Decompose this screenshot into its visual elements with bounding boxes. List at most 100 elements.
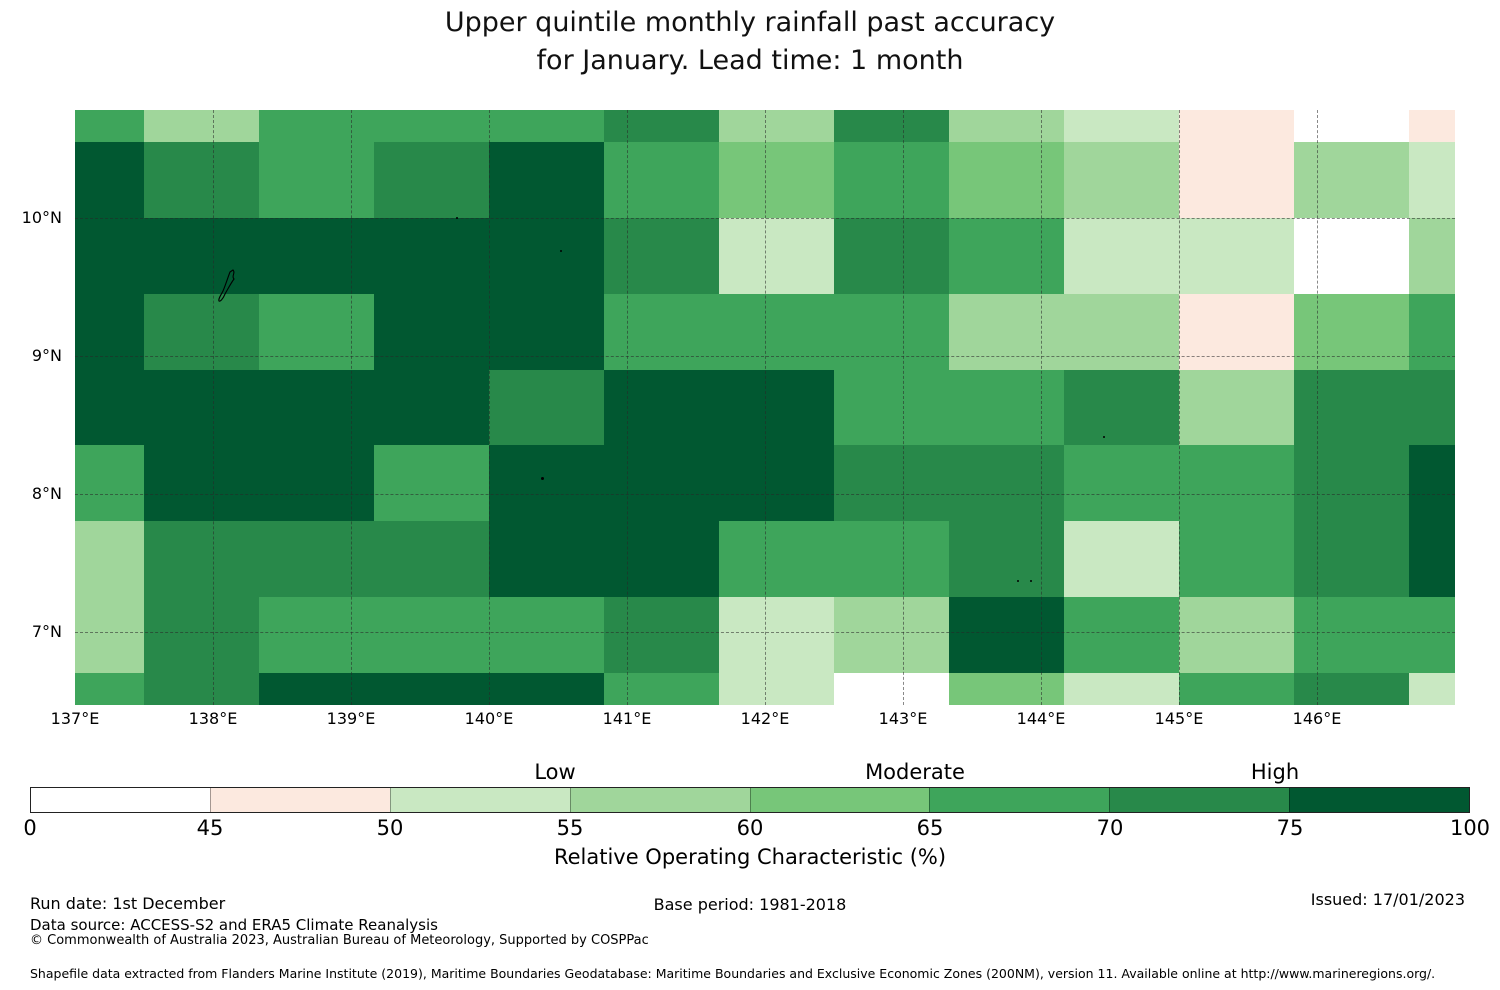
heatmap-cell bbox=[719, 369, 835, 446]
x-tick-label: 144°E bbox=[1016, 709, 1066, 728]
heatmap-cell bbox=[1409, 110, 1456, 143]
footer-issued-date: Issued: 17/01/2023 bbox=[1310, 890, 1465, 909]
x-tick-label: 138°E bbox=[188, 709, 238, 728]
heatmap-cell bbox=[75, 521, 145, 598]
heatmap-cell bbox=[719, 445, 835, 522]
islet-dot bbox=[1103, 436, 1106, 439]
islet-dot bbox=[1016, 579, 1019, 582]
heatmap-cell bbox=[603, 597, 720, 674]
footer-shapefile-note: Shapefile data extracted from Flanders M… bbox=[30, 966, 1436, 981]
y-tick-label: 9°N bbox=[31, 345, 62, 365]
heatmap-cell bbox=[1179, 369, 1295, 446]
chart-title: Upper quintile monthly rainfall past acc… bbox=[0, 4, 1500, 80]
colorbar-tick-label: 100 bbox=[1449, 816, 1491, 840]
y-tick-label: 10°N bbox=[21, 207, 62, 227]
footer-run-date: Run date: 1st December bbox=[30, 894, 226, 913]
y-tick-label: 7°N bbox=[31, 621, 62, 641]
parallel-gridline bbox=[75, 355, 1455, 357]
heatmap-cell bbox=[1179, 293, 1295, 371]
heatmap-cell bbox=[719, 673, 835, 706]
heatmap-cell bbox=[948, 141, 1065, 219]
y-tick-label: 8°N bbox=[31, 483, 62, 503]
colorbar-segment bbox=[569, 788, 750, 812]
colorbar-tick-label: 55 bbox=[556, 816, 584, 840]
x-tick-label: 139°E bbox=[326, 709, 376, 728]
heatmap-cell bbox=[1179, 521, 1295, 598]
heatmap-cell bbox=[1409, 521, 1456, 598]
islet-dot bbox=[456, 216, 459, 219]
footer-data-source: Data source: ACCESS-S2 and ERA5 Climate … bbox=[30, 916, 438, 934]
chart-title-line1: Upper quintile monthly rainfall past acc… bbox=[444, 7, 1056, 38]
heatmap-cell bbox=[1064, 597, 1180, 674]
heatmap-cell bbox=[1409, 293, 1456, 371]
heatmap-cell bbox=[948, 521, 1065, 598]
islet-dot bbox=[1030, 579, 1033, 582]
parallel-gridline bbox=[75, 631, 1455, 633]
heatmap-cell bbox=[374, 369, 490, 446]
heatmap-cell bbox=[75, 217, 145, 295]
heatmap-cell bbox=[144, 293, 260, 371]
footer-base-period: Base period: 1981-2018 bbox=[653, 895, 847, 914]
roc-heatmap bbox=[75, 110, 1456, 706]
heatmap-cell bbox=[719, 141, 835, 219]
meridian-gridline bbox=[1041, 110, 1042, 705]
heatmap-cell bbox=[1409, 597, 1456, 674]
heatmap-cell bbox=[374, 521, 490, 598]
heatmap-cell bbox=[603, 673, 720, 706]
meridian-gridline bbox=[1317, 110, 1318, 705]
heatmap-cell bbox=[834, 141, 950, 219]
heatmap-cell bbox=[719, 597, 835, 674]
meridian-gridline bbox=[903, 110, 904, 705]
colorbar-category-label: High bbox=[1250, 760, 1300, 784]
heatmap-cell bbox=[1179, 445, 1295, 522]
heatmap-cell bbox=[1293, 597, 1410, 674]
colorbar-tick-label: 45 bbox=[196, 816, 224, 840]
parallel-gridline bbox=[75, 493, 1455, 495]
x-tick-label: 142°E bbox=[740, 709, 790, 728]
yap-island-outline bbox=[218, 269, 235, 302]
x-tick-label: 141°E bbox=[602, 709, 652, 728]
colorbar-segment bbox=[1289, 788, 1469, 812]
heatmap-cell bbox=[489, 110, 605, 143]
heatmap-cell bbox=[1409, 217, 1456, 295]
heatmap-cell bbox=[374, 445, 490, 522]
heatmap-cell bbox=[948, 597, 1065, 674]
heatmap-cell bbox=[603, 110, 720, 143]
heatmap-cell bbox=[1409, 369, 1456, 446]
heatmap-cell bbox=[948, 217, 1065, 295]
parallel-gridline bbox=[75, 217, 1455, 219]
colorbar-axis-label: Relative Operating Characteristic (%) bbox=[553, 845, 947, 869]
chart-title-line2: for January. Lead time: 1 month bbox=[536, 45, 964, 76]
heatmap-cell bbox=[948, 293, 1065, 371]
heatmap-cell bbox=[1293, 110, 1410, 143]
heatmap-cell bbox=[1179, 217, 1295, 295]
x-tick-label: 140°E bbox=[464, 709, 514, 728]
colorbar-category-label: Low bbox=[534, 760, 576, 784]
heatmap-cell bbox=[258, 110, 375, 143]
colorbar bbox=[30, 787, 1470, 813]
heatmap-cell bbox=[144, 445, 260, 522]
heatmap-cell bbox=[258, 217, 375, 295]
heatmap-cell bbox=[374, 293, 490, 371]
heatmap-cell bbox=[75, 110, 145, 143]
heatmap-cell bbox=[1179, 141, 1295, 219]
heatmap-cell bbox=[1179, 597, 1295, 674]
heatmap-cell bbox=[489, 597, 605, 674]
meridian-gridline bbox=[489, 110, 490, 705]
heatmap-cell bbox=[258, 293, 375, 371]
heatmap-cell bbox=[75, 293, 145, 371]
heatmap-cell bbox=[1064, 521, 1180, 598]
meridian-gridline bbox=[213, 110, 214, 705]
heatmap-cell bbox=[489, 369, 605, 446]
heatmap-cell bbox=[75, 141, 145, 219]
heatmap-cell bbox=[258, 369, 375, 446]
meridian-gridline bbox=[627, 110, 628, 705]
heatmap-cell bbox=[1293, 521, 1410, 598]
heatmap-cell bbox=[834, 293, 950, 371]
heatmap-cell bbox=[489, 217, 605, 295]
heatmap-cell bbox=[1293, 217, 1410, 295]
heatmap-cell bbox=[603, 217, 720, 295]
colorbar-segment bbox=[209, 788, 390, 812]
heatmap-cell bbox=[834, 521, 950, 598]
heatmap-cell bbox=[258, 597, 375, 674]
